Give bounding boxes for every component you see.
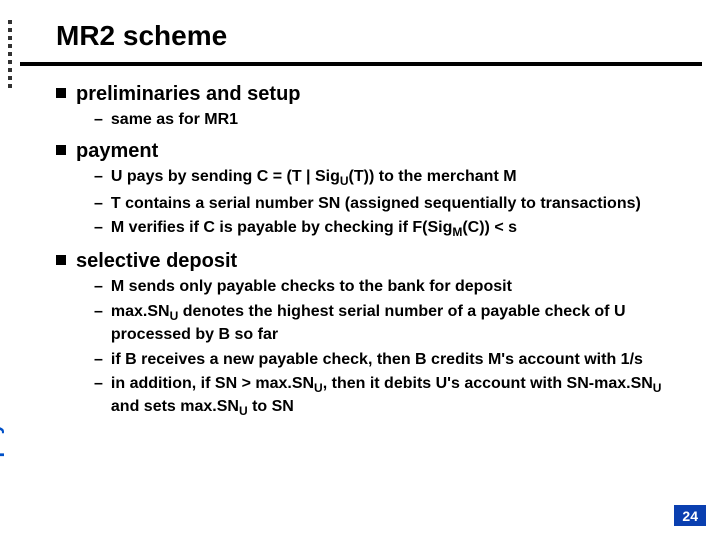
bullet-item: – in addition, if SN > max.SNU, then it … [94,374,690,420]
slide-body: preliminaries and setup – same as for MR… [56,82,690,422]
bullet-item: – M sends only payable checks to the ban… [94,277,690,298]
bullet-text: T contains a serial number SN (assigned … [111,194,641,215]
dash-bullet-icon: – [94,302,103,323]
dash-bullet-icon: – [94,374,103,395]
decorative-dots [8,20,12,88]
bullet-text: same as for MR1 [111,110,238,131]
sidebar-label: micropayments [0,364,6,512]
title-rule [20,62,702,66]
section-heading: preliminaries and setup [56,82,690,106]
slide-title: MR2 scheme [56,20,227,52]
bullet-text: M sends only payable checks to the bank … [111,277,512,298]
bullet-text: M verifies if C is payable by checking i… [111,218,517,241]
dash-bullet-icon: – [94,194,103,215]
bullet-text: if B receives a new payable check, then … [111,350,643,371]
bullet-text: U pays by sending C = (T | SigU(T)) to t… [111,167,517,190]
square-bullet-icon [56,255,66,265]
section-heading-text: preliminaries and setup [76,82,301,106]
section-heading-text: selective deposit [76,249,237,273]
bullet-text: max.SNU denotes the highest serial numbe… [111,302,690,346]
section-heading: payment [56,139,690,163]
square-bullet-icon [56,88,66,98]
dash-bullet-icon: – [94,277,103,298]
dash-bullet-icon: – [94,167,103,188]
dash-bullet-icon: – [94,350,103,371]
dash-bullet-icon: – [94,110,103,131]
bullet-item: – max.SNU denotes the highest serial num… [94,302,690,346]
bullet-item: – M verifies if C is payable by checking… [94,218,690,241]
section-heading: selective deposit [56,249,690,273]
bullet-item: – if B receives a new payable check, the… [94,350,690,371]
bullet-item: – same as for MR1 [94,110,690,131]
bullet-item: – U pays by sending C = (T | SigU(T)) to… [94,167,690,190]
page-number: 24 [674,505,706,526]
slide: MR2 scheme preliminaries and setup – sam… [0,0,720,540]
bullet-text: in addition, if SN > max.SNU, then it de… [111,374,690,420]
section-heading-text: payment [76,139,158,163]
dash-bullet-icon: – [94,218,103,239]
bullet-item: – T contains a serial number SN (assigne… [94,194,690,215]
square-bullet-icon [56,145,66,155]
